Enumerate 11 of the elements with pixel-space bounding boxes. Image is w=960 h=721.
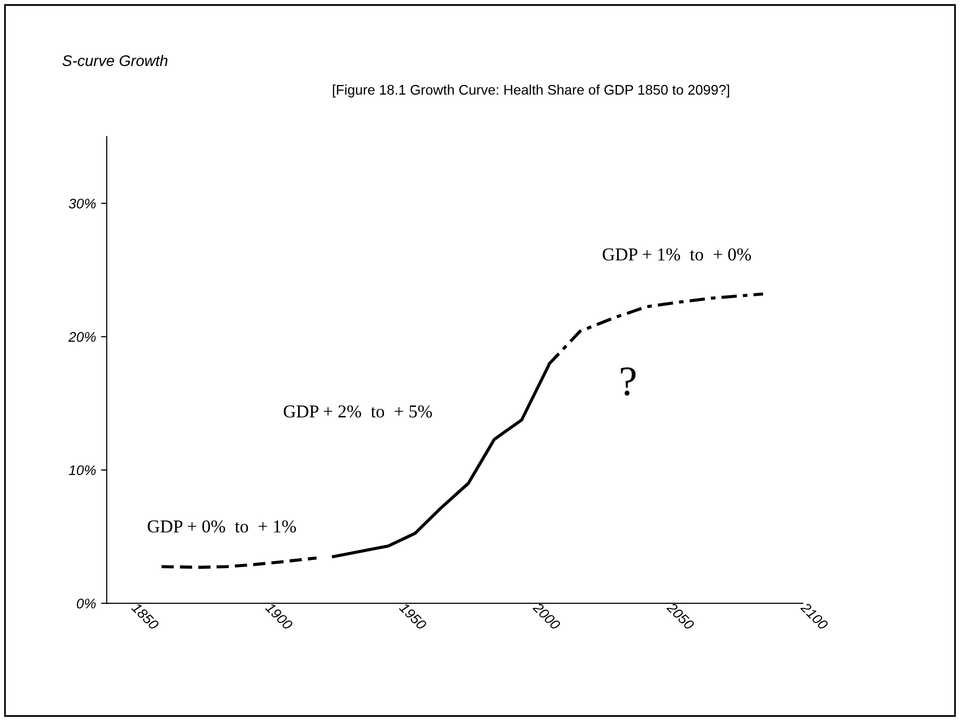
annotation: ? (620, 367, 636, 396)
chart-title: S-curve Growth (62, 54, 168, 66)
y-tick-label: 10% (68, 465, 96, 476)
annotation: GDP + 1% to + 0% (602, 248, 751, 261)
annotation: GDP + 0% to + 1% (148, 520, 296, 533)
line-series (160, 556, 318, 569)
annotation: GDP + 2% to + 5% (284, 405, 432, 418)
y-tick-label: 30% (68, 198, 96, 209)
y-tick-label: 20% (68, 332, 96, 342)
y-tick-label: 0% (76, 598, 96, 608)
chart-subtitle: [Figure 18.1 Growth Curve: Health Share of GDP 1850 to 2099?] (332, 84, 730, 98)
